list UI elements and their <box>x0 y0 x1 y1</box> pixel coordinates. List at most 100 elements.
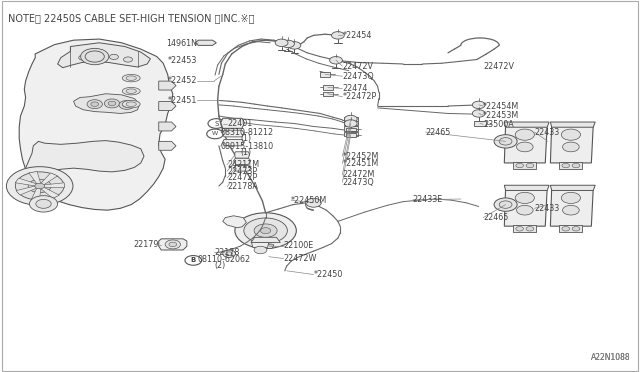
Circle shape <box>516 163 524 168</box>
Polygon shape <box>252 243 269 247</box>
Text: *22451M: *22451M <box>342 159 379 168</box>
Text: A22N1088: A22N1088 <box>591 353 630 362</box>
Circle shape <box>119 100 134 109</box>
Circle shape <box>572 227 580 231</box>
Bar <box>559 225 582 232</box>
Circle shape <box>344 120 357 127</box>
Text: 22401: 22401 <box>227 119 252 128</box>
Polygon shape <box>323 92 333 96</box>
Circle shape <box>563 142 579 152</box>
Text: 22474: 22474 <box>342 84 368 93</box>
Polygon shape <box>41 187 60 198</box>
Polygon shape <box>41 173 58 185</box>
Polygon shape <box>58 43 150 68</box>
Circle shape <box>275 39 288 46</box>
Circle shape <box>15 172 64 200</box>
Circle shape <box>81 48 109 65</box>
Text: 22433: 22433 <box>534 128 559 137</box>
Circle shape <box>260 228 271 234</box>
Text: 22473Q: 22473Q <box>342 178 374 187</box>
Circle shape <box>306 198 321 207</box>
Polygon shape <box>550 188 593 226</box>
Polygon shape <box>234 158 251 164</box>
Circle shape <box>282 40 294 48</box>
Circle shape <box>516 142 533 152</box>
Circle shape <box>330 57 342 64</box>
Circle shape <box>244 218 287 243</box>
Polygon shape <box>504 125 547 163</box>
Circle shape <box>124 57 132 62</box>
Ellipse shape <box>126 76 136 80</box>
Circle shape <box>516 227 524 231</box>
Text: 08915-13810: 08915-13810 <box>221 142 274 151</box>
Bar <box>344 121 358 125</box>
Circle shape <box>515 129 534 140</box>
Ellipse shape <box>126 102 136 106</box>
Circle shape <box>563 205 579 215</box>
Polygon shape <box>223 130 244 137</box>
Circle shape <box>526 163 534 168</box>
Circle shape <box>494 198 517 211</box>
Text: 22473Q: 22473Q <box>342 72 374 81</box>
Bar <box>344 132 358 136</box>
Circle shape <box>108 101 116 106</box>
Polygon shape <box>221 118 244 128</box>
Text: 08310-81212: 08310-81212 <box>221 128 274 137</box>
Text: 22472V: 22472V <box>483 62 514 71</box>
Polygon shape <box>74 94 140 113</box>
Circle shape <box>28 179 51 193</box>
Polygon shape <box>159 102 176 110</box>
Text: *22450M: *22450M <box>291 196 328 205</box>
Text: B: B <box>191 257 196 263</box>
Circle shape <box>208 119 225 128</box>
Ellipse shape <box>122 87 140 95</box>
Circle shape <box>87 100 102 109</box>
Text: 08110-62062: 08110-62062 <box>197 255 250 264</box>
Circle shape <box>494 135 517 148</box>
Circle shape <box>562 163 570 168</box>
Bar <box>513 225 536 232</box>
Polygon shape <box>504 122 549 127</box>
Text: *22452: *22452 <box>168 76 197 85</box>
Bar <box>344 126 358 131</box>
Polygon shape <box>15 178 36 186</box>
Circle shape <box>515 192 534 203</box>
Text: 22100E: 22100E <box>284 241 314 250</box>
Text: (1): (1) <box>240 148 251 157</box>
Circle shape <box>332 32 344 39</box>
Circle shape <box>91 102 99 106</box>
Circle shape <box>516 205 533 215</box>
Text: 23500A: 23500A <box>483 120 514 129</box>
Polygon shape <box>504 185 549 190</box>
Polygon shape <box>346 128 356 131</box>
Polygon shape <box>251 237 280 243</box>
Polygon shape <box>195 40 216 45</box>
Polygon shape <box>19 39 173 210</box>
Polygon shape <box>474 121 486 126</box>
Polygon shape <box>234 152 250 158</box>
Polygon shape <box>346 133 356 137</box>
Circle shape <box>472 110 485 117</box>
Ellipse shape <box>126 89 136 93</box>
Text: (1): (1) <box>240 134 251 143</box>
Polygon shape <box>504 188 547 226</box>
Polygon shape <box>550 122 595 127</box>
Text: S: S <box>214 121 218 126</box>
Text: *22451: *22451 <box>168 96 197 105</box>
Text: 22178A: 22178A <box>227 182 258 191</box>
Text: *22453: *22453 <box>168 56 197 65</box>
Polygon shape <box>29 171 40 184</box>
Text: 22433: 22433 <box>534 204 559 213</box>
Circle shape <box>561 192 580 203</box>
Text: *22450: *22450 <box>314 270 343 279</box>
Circle shape <box>85 51 104 62</box>
Circle shape <box>185 256 202 265</box>
Circle shape <box>6 167 73 205</box>
Bar <box>513 162 536 169</box>
Text: 22472M: 22472M <box>342 170 375 179</box>
Text: 22178: 22178 <box>214 248 240 257</box>
Text: 22465: 22465 <box>426 128 451 137</box>
Circle shape <box>95 53 104 58</box>
Circle shape <box>254 246 267 254</box>
Text: 14961N: 14961N <box>166 39 197 48</box>
